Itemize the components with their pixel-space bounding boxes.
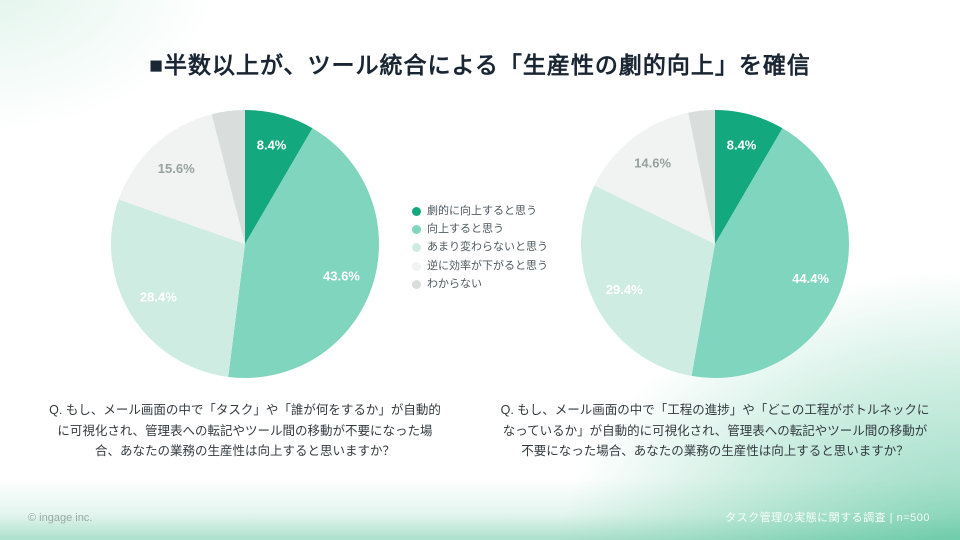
legend-swatch: [412, 243, 421, 253]
pie-slice: [715, 110, 783, 244]
pie-slice-label: 44.4%: [792, 271, 829, 286]
legend-item: 向上すると思う: [412, 223, 548, 236]
legend-swatch: [412, 225, 421, 235]
legend-swatch: [412, 279, 421, 289]
legend-item: わからない: [412, 278, 548, 291]
legend-swatch: [412, 261, 421, 271]
question-right: Q. もし、メール画面の中で「工程の進捗」や「どこの工程がボトルネックになってい…: [500, 403, 930, 459]
chart-block-left: 8.4% 43.6% 28.4% 15.6% Q. もし、メール画面の中で「タスク」や…: [45, 110, 445, 462]
pie-slice: [581, 185, 715, 376]
pie-slice: [211, 110, 245, 244]
legend-label: 劇的に向上すると思う: [427, 205, 537, 217]
pie-slice: [245, 110, 313, 244]
pie-slice-label: 8.4%: [727, 138, 757, 153]
pie-svg: 8.4% 44.4% 29.4% 14.6%: [581, 110, 849, 378]
legend-label: 逆に効率が下がると思う: [427, 259, 548, 272]
legend-label: あまり変わらないと思う: [427, 241, 548, 254]
legend-swatch: [412, 207, 421, 217]
pie-chart-left: 8.4% 43.6% 28.4% 15.6%: [111, 110, 379, 378]
chart-legend: 劇的に向上すると思う 向上すると思うあまり変わらないと思う 逆に効率が下がると思うわ…: [412, 205, 548, 291]
chart-block-right: 8.4% 44.4% 29.4% 14.6% Q. もし、メール画面の中で「工程の進捗…: [500, 110, 930, 462]
pie-slice: [594, 112, 715, 244]
survey-source-note: タスク管理の実態に関する調査 | n=500: [725, 512, 930, 524]
pie-slice: [118, 114, 245, 244]
slide-title: ■半数以上が、ツール統合による「生産性の劇的向上」を確信: [149, 52, 811, 78]
question-left: Q. もし、メール画面の中で「タスク」や「誰が何をするか」が自動的に可視化され、…: [49, 403, 441, 459]
pie-slice: [688, 110, 715, 244]
legend-label: 向上すると思う: [427, 223, 504, 236]
pie-chart-right: 8.4% 44.4% 29.4% 14.6%: [581, 110, 849, 378]
pie-slice: [228, 128, 379, 378]
pie-slice-label: 14.6%: [634, 156, 671, 171]
legend-item: 劇的に向上すると思う: [412, 205, 548, 218]
pie-slice-label: 15.6%: [158, 161, 195, 176]
pie-slice-label: 28.4%: [140, 289, 177, 304]
legend-item: 逆に効率が下がると思う: [412, 260, 548, 273]
legend-item: あまり変わらないと思う: [412, 241, 548, 254]
pie-slice-label: 43.6%: [323, 269, 360, 284]
pie-slice-label: 8.4%: [257, 138, 287, 153]
legend-label: わからない: [427, 277, 482, 290]
copyright-note: © ingage inc.: [28, 512, 93, 524]
pie-slice: [691, 128, 849, 378]
pie-slice-label: 29.4%: [606, 282, 643, 297]
pie-svg: 8.4% 43.6% 28.4% 15.6%: [111, 110, 379, 378]
pie-slice: [111, 199, 245, 377]
